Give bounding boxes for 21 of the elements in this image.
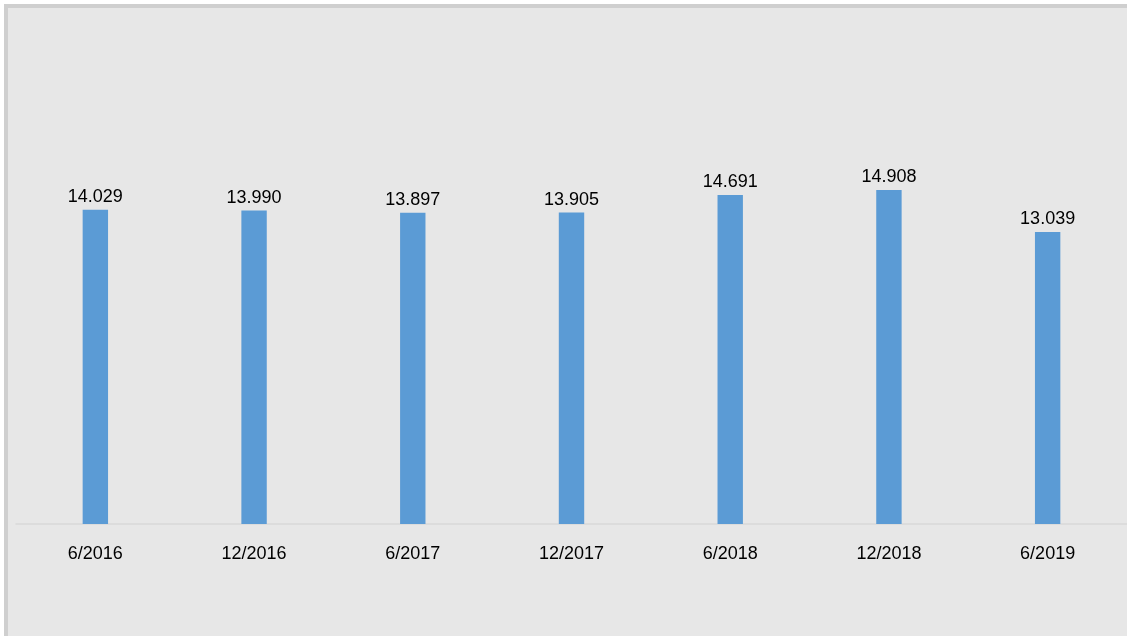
bar [558, 212, 585, 524]
data-label: 14.691 [702, 170, 758, 191]
bar [876, 190, 902, 524]
x-tick-label: 6/2017 [385, 543, 441, 563]
x-tick-label: 12/2017 [538, 543, 605, 563]
bar [717, 194, 743, 524]
data-label: 13.990 [226, 186, 282, 207]
data-label: 14.908 [861, 166, 917, 187]
data-label: 13.905 [543, 188, 600, 209]
data-label: 13.039 [1020, 207, 1076, 228]
data-label: 13.897 [385, 188, 441, 209]
bar [241, 210, 267, 524]
x-tick-label: 6/2019 [1020, 543, 1076, 563]
data-label: 14.029 [67, 185, 123, 206]
bar [1034, 231, 1061, 524]
x-tick-label: 12/2016 [221, 543, 287, 563]
x-tick-label: 6/2016 [67, 543, 123, 563]
x-tick-label: 12/2018 [856, 543, 922, 563]
bar [82, 209, 109, 524]
bar [400, 212, 426, 524]
x-tick-label: 6/2018 [702, 543, 758, 563]
